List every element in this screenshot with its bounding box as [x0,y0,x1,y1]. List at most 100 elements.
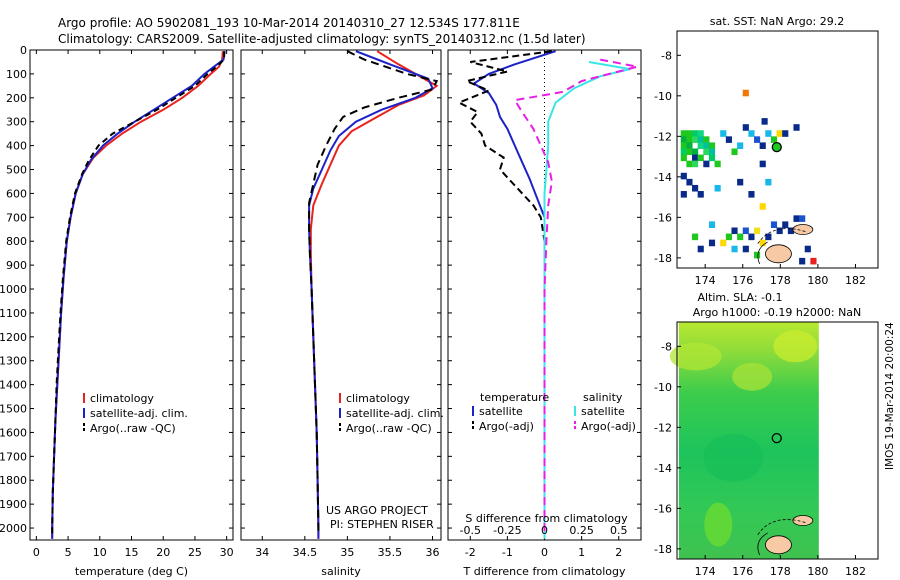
plot-frame [240,49,442,541]
header-line-1: Argo profile: AO 5902081_193 10-Mar-2014… [58,16,520,30]
sst-cell [686,148,693,156]
sst-cell [754,227,761,235]
legend-entry: Argo(-adj) [479,420,534,433]
y-tick-label: 1500 [0,403,27,416]
y-tick-label: 200 [6,92,27,105]
legend-header: temperature [480,391,549,404]
island [765,244,792,264]
y-tick-label: -12 [654,421,672,434]
series-line-3 [543,61,631,539]
x-tick-label: 35.5 [378,546,403,559]
sst-cell [725,233,732,241]
project-label: US ARGO PROJECT [326,504,428,517]
x-axis-label: T difference from climatology [463,565,626,578]
legend-entry: satellite [581,405,625,418]
sst-cell [697,136,704,143]
sst-cell [697,142,704,149]
salinity-panel: 34 34.5 35 35.5 36 salinity climatology satelli… [240,49,444,578]
legend-entry: satellite-adj. clim. [90,407,188,420]
y-tick-label: -8 [661,340,672,353]
legend-header: salinity [583,391,623,404]
x-tick-label: 174 [695,565,716,578]
x-axis-label: temperature (deg C) [75,565,188,578]
legend-entry: climatology [346,392,410,405]
series-line-3 [308,50,439,536]
sst-cell [703,160,710,168]
x-tick-label: 10 [93,546,107,559]
sst-cell [759,203,766,210]
sst-cell [804,245,811,253]
sst-cell [720,130,727,137]
x-tick-label: 178 [770,274,791,287]
x-tick-label: 20 [156,546,170,559]
temperature-panel: 0100200300400500600700800900100011001200… [0,44,234,578]
y-tick-label: 700 [6,211,27,224]
y-tick-label: -14 [654,171,672,184]
sla-patch [669,342,722,371]
series-line-3 [51,51,226,536]
y-tick-label: 300 [6,116,27,129]
sst-cell [782,130,789,137]
reef-outline [757,241,768,265]
sst-cell [731,148,738,156]
sst-cell [708,221,716,228]
sst-cell [703,136,710,143]
float-marker [771,433,782,444]
x-tick-label: 34.5 [293,546,318,559]
map-frame [676,30,879,269]
island [792,224,814,235]
y-tick-label: 0 [20,44,27,57]
y-tick-label: 1600 [0,426,27,439]
y-tick-label: -8 [661,49,672,62]
y-tick-label: 600 [6,187,27,200]
x-tick-label: 34 [255,546,269,559]
sst-cell [692,130,699,137]
sst-cell [714,160,721,168]
y-tick-label: -18 [654,252,672,265]
y-tick-label: 1200 [0,331,27,344]
y-tick-label: 1000 [0,283,27,296]
y-tick-label: -14 [654,462,672,475]
legend-entry: climatology [90,392,154,405]
sst-cell [799,215,806,222]
sst-cell [737,233,744,241]
x-tick-label: 180 [807,565,828,578]
plot-frame [29,49,234,541]
y-tick-label: 1900 [0,498,27,511]
sst-cell [742,89,749,97]
sst-cell [720,239,727,247]
sst-cell [761,118,768,125]
x-tick-label: 176 [732,274,753,287]
sst-cell [725,136,732,143]
credit-label: IMOS 19-Mar-2014 20:00:24 [884,322,896,470]
sst-cell [708,142,716,149]
sst-cell [754,251,761,259]
s-tick-label: 0.5 [610,524,628,537]
sst-cell [776,227,783,235]
y-tick-label: -10 [654,90,672,103]
y-tick-label: 2000 [0,522,27,535]
sst-cell [708,239,716,247]
x-tick-label: 180 [807,274,828,287]
sla-patch [704,502,733,547]
legend-entry: Argo(..raw -QC) [90,422,176,435]
sst-cell [742,245,749,253]
sst-cell [737,178,744,186]
y-tick-label: -16 [654,211,672,224]
float-marker [771,142,782,153]
pi-label: PI: STEPHEN RISER [330,518,434,531]
legend-entry: Argo(..raw -QC) [346,422,432,435]
x-tick-label: 182 [845,565,866,578]
sst-cell [697,154,704,162]
s-tick-label: 0 [541,524,548,537]
y-tick-label: -10 [654,381,672,394]
y-tick-label: 900 [6,259,27,272]
y-tick-label: -12 [654,130,672,143]
sst-cell [731,227,738,235]
y-tick-label: 100 [6,68,27,81]
sst-cell [708,154,716,162]
sst-cell [714,184,721,192]
s-tick-label: -0.5 [460,524,481,537]
sla-map-title-1: Altim. SLA: -0.1 [697,291,782,304]
x-axis-label: salinity [321,565,361,578]
